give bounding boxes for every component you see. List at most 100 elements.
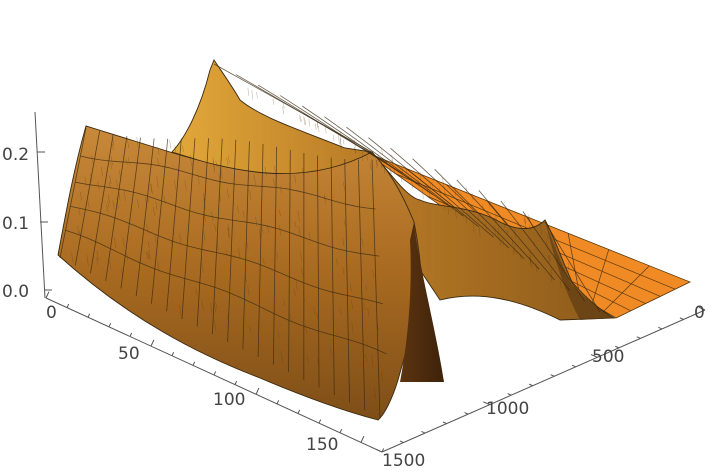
texture-stroke	[380, 371, 383, 382]
texture-stroke	[152, 207, 156, 217]
texture-stroke	[155, 201, 158, 211]
y-ticks	[375, 306, 706, 453]
mesh-line	[456, 179, 540, 270]
texture-stroke	[348, 380, 351, 389]
x-ticks	[45, 291, 385, 453]
texture-stroke	[304, 117, 306, 126]
texture-stroke	[339, 137, 342, 146]
texture-stroke	[499, 237, 501, 246]
texture-stroke	[106, 204, 109, 212]
z-axis-line	[34, 111, 46, 299]
texture-stroke	[342, 182, 346, 191]
texture-stroke	[493, 226, 495, 232]
texture-stroke	[354, 146, 356, 153]
texture-stroke	[478, 226, 481, 237]
y-tick-mark	[421, 431, 426, 434]
texture-stroke	[546, 240, 548, 251]
texture-stroke	[125, 158, 128, 166]
texture-stroke	[148, 249, 151, 260]
texture-stroke	[84, 176, 87, 187]
texture-stroke	[189, 155, 192, 167]
texture-stroke	[300, 267, 304, 277]
texture-stroke	[354, 140, 356, 147]
x-tick-mark	[150, 339, 155, 347]
mesh-line	[330, 157, 335, 396]
texture-stroke	[376, 317, 379, 329]
texture-stroke	[546, 233, 549, 240]
x-tick-mark	[339, 428, 343, 433]
texture-stroke	[147, 252, 150, 260]
texture-stroke	[316, 120, 319, 129]
texture-stroke	[157, 146, 160, 155]
texture-stroke	[91, 155, 94, 164]
texture-stroke	[145, 197, 148, 208]
texture-stroke	[462, 211, 465, 219]
texture-stroke	[242, 210, 245, 218]
x-tick-label-0: 0	[46, 303, 57, 323]
mesh-line	[181, 138, 196, 319]
texture-stroke	[238, 247, 241, 260]
texture-stroke	[163, 195, 166, 204]
y-tick-mark	[550, 374, 555, 377]
texture-stroke	[554, 242, 556, 249]
texture-stroke	[215, 301, 218, 309]
surface-mesh	[59, 63, 601, 419]
texture-stroke	[429, 180, 432, 191]
texture-stroke	[203, 210, 206, 222]
y-tick-label-2: 1000	[486, 399, 529, 419]
texture-stroke	[373, 387, 376, 399]
y-tick-mark	[483, 401, 490, 406]
texture-stroke	[560, 281, 562, 289]
texture-stroke	[550, 269, 553, 279]
texture-stroke	[279, 225, 282, 236]
texture-stroke	[78, 208, 81, 216]
mesh-line	[288, 150, 291, 373]
mesh-line	[434, 169, 525, 259]
texture-stroke	[524, 219, 526, 229]
texture-stroke	[302, 167, 305, 177]
texture-stroke	[247, 87, 250, 96]
texture-stroke	[261, 226, 264, 233]
texture-stroke	[294, 221, 297, 228]
texture-stroke	[302, 292, 306, 302]
texture-stroke	[316, 121, 319, 127]
x-tick-mark	[318, 419, 322, 424]
x-tick-mark	[297, 409, 301, 414]
texture-stroke	[80, 191, 83, 201]
texture-stroke	[119, 170, 122, 180]
texture-stroke	[227, 155, 230, 164]
x-tick-label-2: 100	[213, 390, 245, 410]
x-tick-label-1: 50	[118, 344, 140, 364]
x-tick-label-3: 150	[306, 435, 338, 455]
mesh-line	[227, 139, 237, 342]
y-tick-label-3: 1500	[382, 451, 425, 471]
texture-stroke	[308, 118, 311, 127]
texture-stroke	[146, 251, 149, 260]
texture-stroke	[86, 254, 89, 267]
x-tick-mark	[213, 371, 217, 376]
texture-stroke	[465, 215, 468, 223]
texture-stroke	[365, 353, 368, 363]
texture-stroke	[513, 244, 516, 254]
texture-stroke	[272, 98, 275, 105]
texture-stroke	[226, 157, 229, 166]
texture-stroke	[506, 229, 509, 236]
x-tick-mark	[360, 435, 365, 443]
texture-stroke	[400, 174, 403, 183]
texture-stroke	[126, 137, 130, 149]
mesh-line	[368, 137, 479, 227]
texture-stroke	[557, 254, 560, 261]
x-tick-mark	[381, 448, 385, 453]
texture-stroke	[502, 236, 504, 246]
y-tick-mark	[507, 393, 512, 396]
texture-stroke	[253, 174, 256, 185]
texture-stroke	[201, 262, 204, 273]
texture-stroke	[428, 187, 431, 197]
texture-stroke	[118, 189, 121, 201]
texture-stroke	[391, 159, 394, 166]
texture-stroke	[317, 357, 320, 368]
texture-stroke	[96, 251, 99, 261]
mesh-line	[65, 229, 387, 355]
texture-stroke	[280, 350, 283, 363]
texture-stroke	[390, 168, 392, 175]
